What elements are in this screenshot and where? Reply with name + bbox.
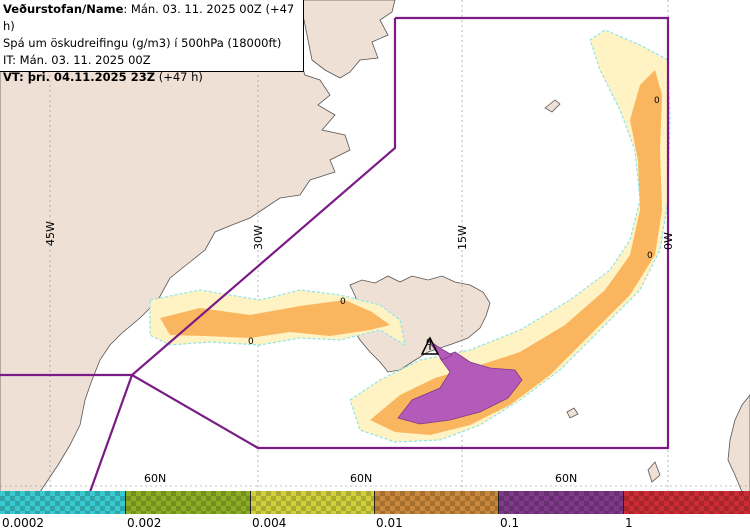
volcano-marker-icon xyxy=(420,336,440,355)
legend-tick: 0.002 xyxy=(127,516,162,530)
landmass-greenland xyxy=(0,59,351,493)
legend-swatch-1 xyxy=(0,491,126,514)
lat-label-60n-c: 60N xyxy=(555,472,577,485)
legend-tick: 0.0002 xyxy=(2,516,44,530)
legend-tick: 1 xyxy=(625,516,633,530)
legend-swatch-2 xyxy=(126,491,251,514)
legend-tick: 0.1 xyxy=(500,516,520,530)
landmass-island-faroe xyxy=(566,407,579,419)
landmass-island-jan-mayen xyxy=(544,99,561,113)
legend-swatch-5 xyxy=(499,491,624,514)
header-line-3: IT: Mán. 03. 11. 2025 00Z xyxy=(3,53,151,67)
contour-label: 0 xyxy=(647,251,653,261)
lat-label-60n-b: 60N xyxy=(350,472,372,485)
lat-label-60n-a: 60N xyxy=(144,472,166,485)
contour-label: 0 xyxy=(248,337,254,347)
contour-label: 0 xyxy=(426,338,432,348)
contour-label: 0 xyxy=(340,297,346,307)
header-source-date: : Mán. 03. 11. 2025 00Z (+47 h) xyxy=(3,2,295,33)
legend-tick: 0.01 xyxy=(376,516,403,530)
contour-label: 0 xyxy=(654,96,660,106)
lon-label-0w: 0W xyxy=(662,232,675,250)
header-line-4: VT: þri. 04.11.2025 23Z (+47 h) xyxy=(3,69,303,86)
header-source: Veðurstofan/Name xyxy=(3,2,124,16)
forecast-header: Veðurstofan/Name: Mán. 03. 11. 2025 00Z … xyxy=(0,0,304,84)
header-valid-offset: (+47 h) xyxy=(155,70,203,84)
header-line-1: Veðurstofan/Name: Mán. 03. 11. 2025 00Z … xyxy=(3,1,303,35)
legend-tick: 0.004 xyxy=(252,516,287,530)
concentration-legend: 0.0002 0.002 0.004 0.01 0.1 1 xyxy=(0,491,750,532)
legend-swatch-4 xyxy=(375,491,499,514)
legend-swatch-6 xyxy=(624,491,750,514)
header-line-2: Spá um öskudreifingu (g/m3) í 500hPa (18… xyxy=(3,36,282,50)
lon-label-15w: 15W xyxy=(456,225,469,250)
lon-label-30w: 30W xyxy=(252,225,265,250)
legend-swatch-3 xyxy=(251,491,375,514)
header-valid-time: VT: þri. 04.11.2025 23Z xyxy=(3,70,156,84)
advisory-boundary xyxy=(0,16,670,493)
lon-label-45w: 45W xyxy=(44,221,57,246)
landmass-shetland xyxy=(647,461,661,483)
landmass-greenland-north xyxy=(299,0,396,79)
